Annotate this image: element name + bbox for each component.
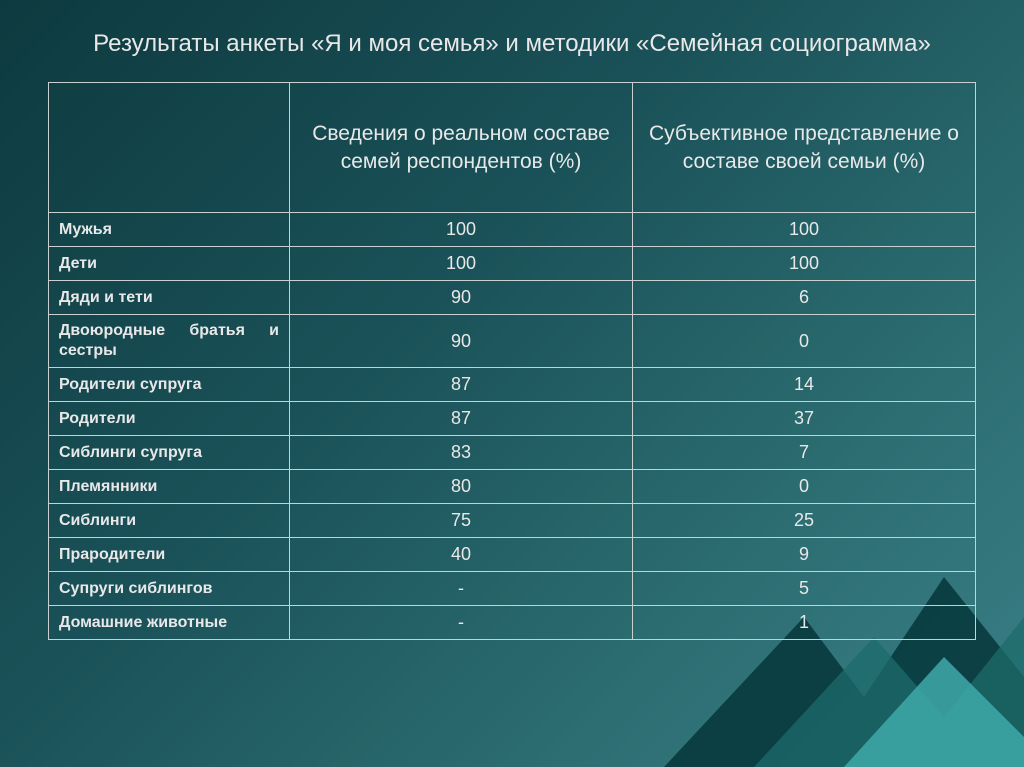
table-row: Двоюродные братья и сестры900 bbox=[49, 315, 976, 368]
row-value-real: 40 bbox=[290, 538, 633, 572]
slide: Результаты анкеты «Я и моя семья» и мето… bbox=[0, 0, 1024, 767]
row-label: Мужья bbox=[49, 213, 290, 247]
table-row: Племянники800 bbox=[49, 470, 976, 504]
row-value-subjective: 0 bbox=[633, 470, 976, 504]
table-row: Сиблинги супруга837 bbox=[49, 436, 976, 470]
row-label: Племянники bbox=[49, 470, 290, 504]
table-row: Домашние животные-1 bbox=[49, 606, 976, 640]
row-label: Родители bbox=[49, 402, 290, 436]
row-value-real: 75 bbox=[290, 504, 633, 538]
row-value-subjective: 5 bbox=[633, 572, 976, 606]
row-value-real: 100 bbox=[290, 247, 633, 281]
row-value-subjective: 25 bbox=[633, 504, 976, 538]
row-value-subjective: 7 bbox=[633, 436, 976, 470]
slide-title: Результаты анкеты «Я и моя семья» и мето… bbox=[48, 28, 976, 60]
row-value-real: 87 bbox=[290, 402, 633, 436]
row-value-real: 83 bbox=[290, 436, 633, 470]
table-header-row: Сведения о реальном составе семей респон… bbox=[49, 83, 976, 213]
row-value-real: 90 bbox=[290, 281, 633, 315]
table-row: Дети100100 bbox=[49, 247, 976, 281]
table-row: Супруги сиблингов-5 bbox=[49, 572, 976, 606]
row-value-subjective: 100 bbox=[633, 213, 976, 247]
table-row: Мужья100100 bbox=[49, 213, 976, 247]
row-label: Домашние животные bbox=[49, 606, 290, 640]
table-row: Родители супруга8714 bbox=[49, 368, 976, 402]
row-label: Двоюродные братья и сестры bbox=[49, 315, 290, 368]
row-value-subjective: 37 bbox=[633, 402, 976, 436]
table-row: Сиблинги7525 bbox=[49, 504, 976, 538]
column-header-subjective: Субъективное представление о составе сво… bbox=[633, 83, 976, 213]
row-value-subjective: 100 bbox=[633, 247, 976, 281]
row-value-real: 100 bbox=[290, 213, 633, 247]
results-table: Сведения о реальном составе семей респон… bbox=[48, 82, 976, 640]
table-container: Сведения о реальном составе семей респон… bbox=[48, 82, 976, 640]
row-value-real: 87 bbox=[290, 368, 633, 402]
row-value-real: 90 bbox=[290, 315, 633, 368]
row-value-real: - bbox=[290, 606, 633, 640]
row-value-real: 80 bbox=[290, 470, 633, 504]
table-row: Дяди и тети906 bbox=[49, 281, 976, 315]
row-value-subjective: 9 bbox=[633, 538, 976, 572]
table-body: Мужья100100Дети100100Дяди и тети906Двоюр… bbox=[49, 213, 976, 640]
row-value-subjective: 6 bbox=[633, 281, 976, 315]
row-label: Дяди и тети bbox=[49, 281, 290, 315]
row-label: Сиблинги bbox=[49, 504, 290, 538]
row-label: Супруги сиблингов bbox=[49, 572, 290, 606]
table-row: Прародители409 bbox=[49, 538, 976, 572]
table-row: Родители8737 bbox=[49, 402, 976, 436]
row-value-subjective: 14 bbox=[633, 368, 976, 402]
row-value-real: - bbox=[290, 572, 633, 606]
row-label: Сиблинги супруга bbox=[49, 436, 290, 470]
column-header-real: Сведения о реальном составе семей респон… bbox=[290, 83, 633, 213]
row-label: Родители супруга bbox=[49, 368, 290, 402]
row-value-subjective: 1 bbox=[633, 606, 976, 640]
row-value-subjective: 0 bbox=[633, 315, 976, 368]
row-label: Прародители bbox=[49, 538, 290, 572]
column-header-empty bbox=[49, 83, 290, 213]
row-label: Дети bbox=[49, 247, 290, 281]
